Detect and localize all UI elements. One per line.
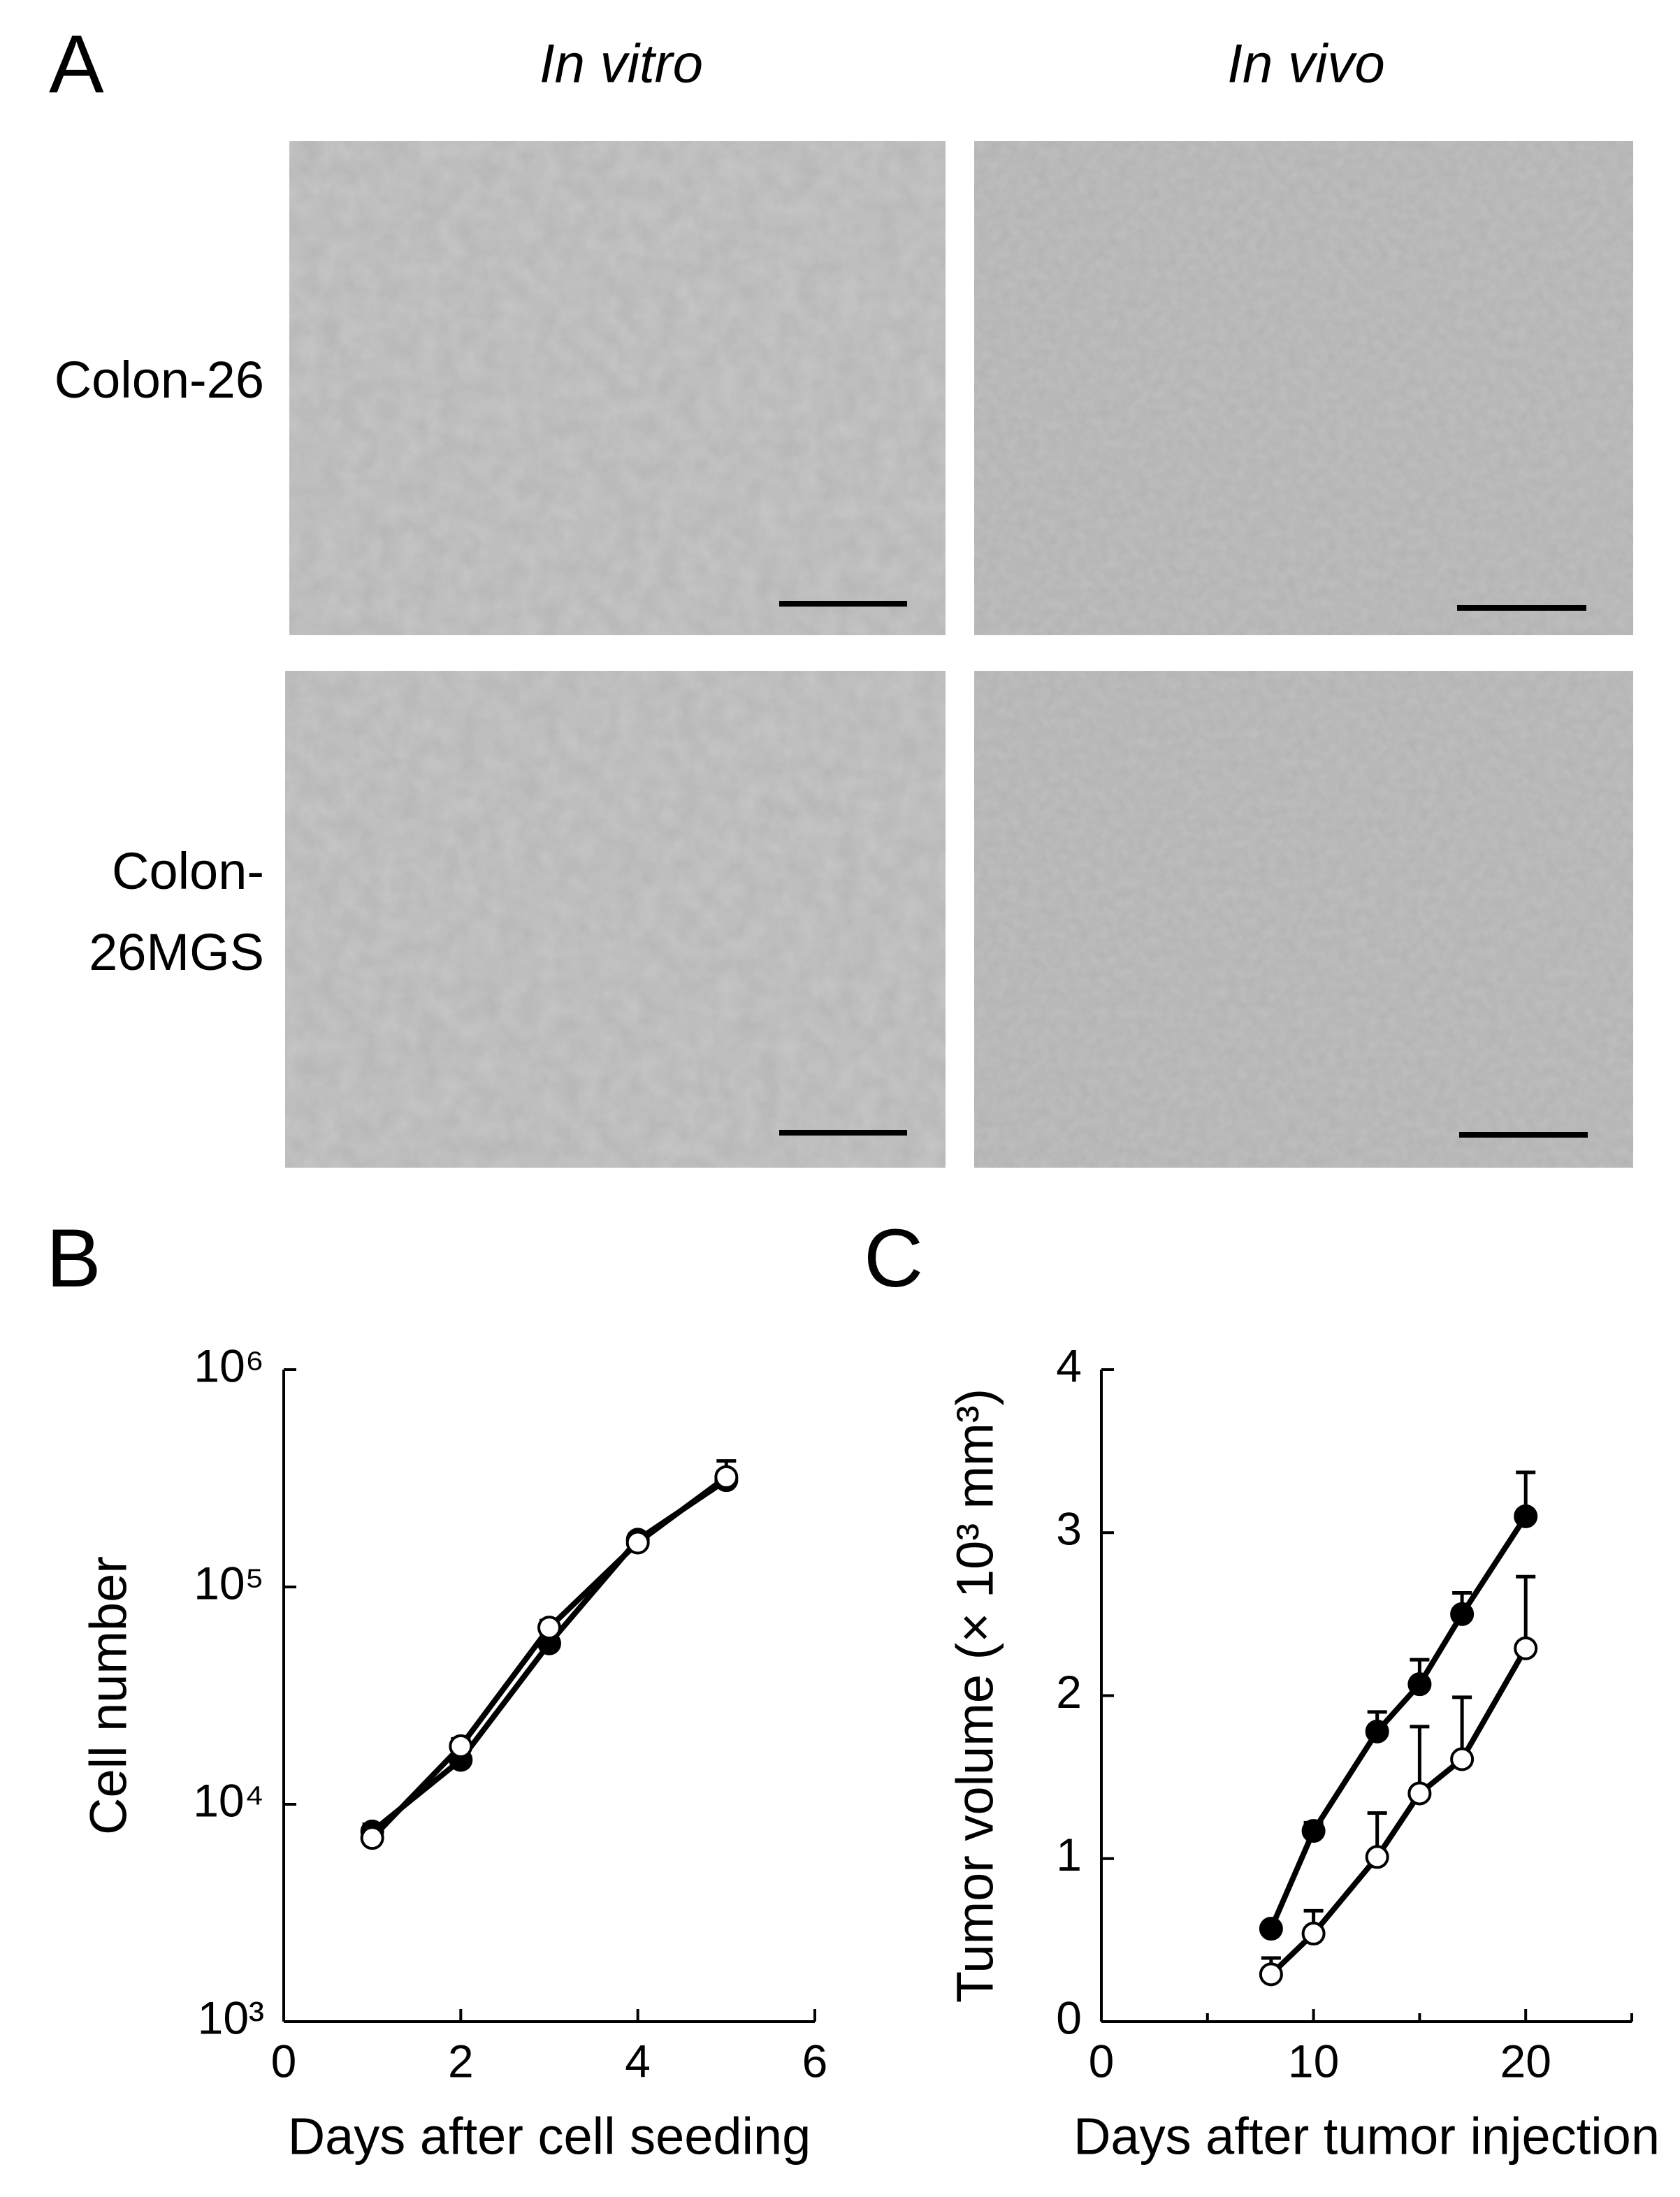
y-axis-title: Cell number xyxy=(80,1556,138,1835)
y-tick-label: 1 xyxy=(1056,1829,1082,1880)
x-tick-label: 0 xyxy=(271,2035,297,2087)
y-tick-label: 2 xyxy=(1056,1666,1082,1718)
data-point xyxy=(1301,1922,1326,1946)
y-tick-label: 0 xyxy=(1056,1992,1082,2043)
data-point xyxy=(1514,1636,1538,1660)
data-point xyxy=(625,1530,650,1555)
micrograph-texture xyxy=(974,671,1633,1168)
column-title: In vitro xyxy=(540,33,703,94)
chart: B 10³ 10⁴ 10⁵ 10⁶ 0 2 4 6 Days after cell seeding… xyxy=(46,1212,827,2165)
x-tick-label: 6 xyxy=(802,2035,828,2087)
micrograph-texture xyxy=(974,141,1633,635)
data-point xyxy=(1301,1819,1326,1843)
panel-label: C xyxy=(864,1212,923,1305)
series-line xyxy=(370,1474,728,1840)
row-label: Colon-26MGS xyxy=(89,842,264,981)
panel-label: B xyxy=(46,1212,101,1305)
data-point xyxy=(1407,1781,1432,1806)
data-point xyxy=(1259,1962,1283,1987)
micrograph-texture xyxy=(289,141,946,635)
data-point xyxy=(537,1616,561,1640)
chart: C 0 1 2 3 4 0 10 20 Days after tumor injection Tum… xyxy=(864,1212,1660,2165)
data-point xyxy=(1259,1917,1283,1941)
data-point xyxy=(1450,1602,1475,1626)
y-tick-label: 10⁴ xyxy=(193,1774,264,1826)
x-axis-title: Days after tumor injection xyxy=(1073,2108,1660,2166)
data-point xyxy=(714,1465,739,1489)
micrograph-texture xyxy=(285,671,946,1168)
y-axis-title: Tumor volume (× 10³ mm³) xyxy=(946,1388,1004,2003)
y-tick-label: 4 xyxy=(1056,1340,1082,1391)
series-line xyxy=(1268,1514,1528,1930)
error-bar xyxy=(1516,1574,1536,1648)
column-title: In vivo xyxy=(1227,33,1384,94)
row-label: Colon-26 xyxy=(55,351,264,409)
panel-label: A xyxy=(49,18,104,110)
y-tick-label: 10⁶ xyxy=(194,1340,264,1391)
data-point xyxy=(449,1734,473,1758)
x-tick-label: 20 xyxy=(1500,2035,1551,2087)
y-tick-label: 10³ xyxy=(198,1992,264,2043)
data-point xyxy=(360,1826,384,1850)
micrographs xyxy=(285,141,1633,1168)
series-line xyxy=(370,1477,728,1834)
x-tick-label: 10 xyxy=(1288,2035,1339,2087)
y-tick-label: 10⁵ xyxy=(194,1557,264,1609)
data-point xyxy=(1514,1504,1538,1528)
data-point xyxy=(1365,1845,1389,1869)
x-tick-label: 4 xyxy=(625,2035,651,2087)
x-tick-label: 2 xyxy=(448,2035,474,2087)
data-point xyxy=(1365,1719,1389,1743)
data-point xyxy=(1450,1747,1475,1771)
data-point xyxy=(1407,1672,1432,1697)
x-axis-title: Days after cell seeding xyxy=(288,2108,811,2166)
y-tick-label: 3 xyxy=(1056,1503,1082,1555)
x-tick-label: 0 xyxy=(1089,2035,1115,2087)
